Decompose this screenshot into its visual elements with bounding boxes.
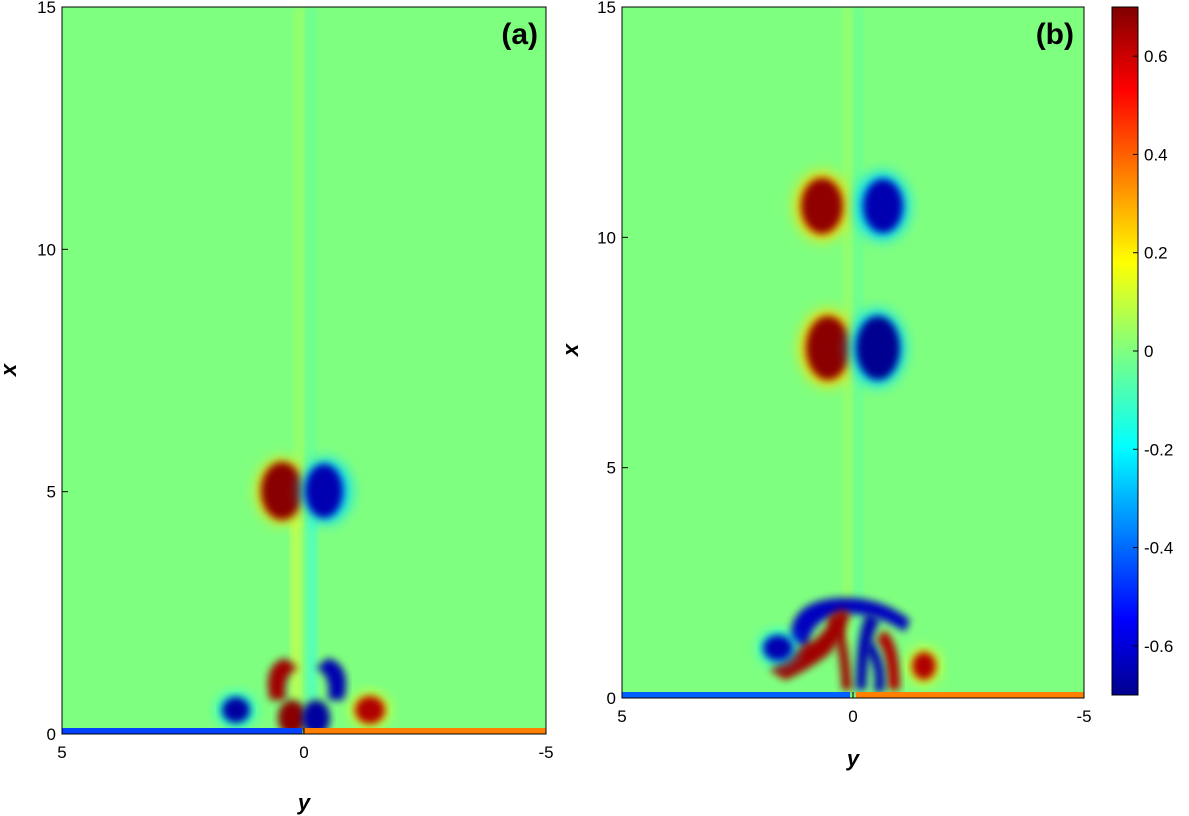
colorbar-tick-label: -0.2 (1144, 440, 1173, 459)
panel-b-y-tick-label: 10 (597, 228, 616, 247)
panel-b-x-ticks: 5 0 -5 (617, 692, 1092, 726)
panel-a-y-ticks: 0 5 10 15 (37, 0, 68, 744)
colorbar-tick-label: 0 (1144, 342, 1153, 361)
panel-b-x-tick-label: 0 (848, 707, 857, 726)
panel-b-field (622, 7, 1084, 698)
panel-a-ylabel: x (0, 363, 21, 377)
colorbar: 0.6 0.4 0.2 0 -0.2 -0.4 -0.6 (1111, 6, 1173, 696)
panel-b-y-tick-label: 0 (607, 689, 616, 708)
panel-b-y-ticks: 0 5 10 15 (597, 0, 628, 708)
panel-b-label: (b) (1036, 18, 1074, 51)
colorbar-tick-label: 0.4 (1144, 145, 1168, 164)
panel-b-y-tick-label: 5 (607, 459, 616, 478)
colorbar-tick-label: 0.2 (1144, 244, 1168, 263)
colorbar-ticks: 0.6 0.4 0.2 0 -0.2 -0.4 -0.6 (1133, 47, 1173, 656)
panel-a-y-tick-label: 5 (47, 483, 56, 502)
panel-a-y-tick-label: 10 (37, 240, 56, 259)
panel-a-x-tick-label: -5 (538, 743, 553, 762)
colorbar-tick-label: -0.6 (1144, 637, 1173, 656)
panel-a-x-tick-label: 5 (57, 743, 66, 762)
colorbar-tick-label: 0.6 (1144, 47, 1168, 66)
panel-a-y-tick-label: 0 (47, 725, 56, 744)
panel-b-ylabel: x (558, 343, 583, 357)
panel-b-x-tick-label: -5 (1076, 707, 1091, 726)
panel-b-xlabel: y (846, 746, 861, 771)
panel-a-label: (a) (501, 18, 538, 51)
colorbar-tick-label: -0.4 (1144, 539, 1173, 558)
panel-b-x-tick-label: 5 (617, 707, 626, 726)
panel-a-x-ticks: 5 0 -5 (57, 728, 554, 762)
panel-a-xlabel: y (297, 790, 312, 815)
panel-a-y-tick-label: 15 (37, 0, 56, 17)
panel-a-x-tick-label: 0 (299, 743, 308, 762)
panel-b-y-tick-label: 15 (597, 0, 616, 17)
panel-a-field (62, 7, 546, 734)
